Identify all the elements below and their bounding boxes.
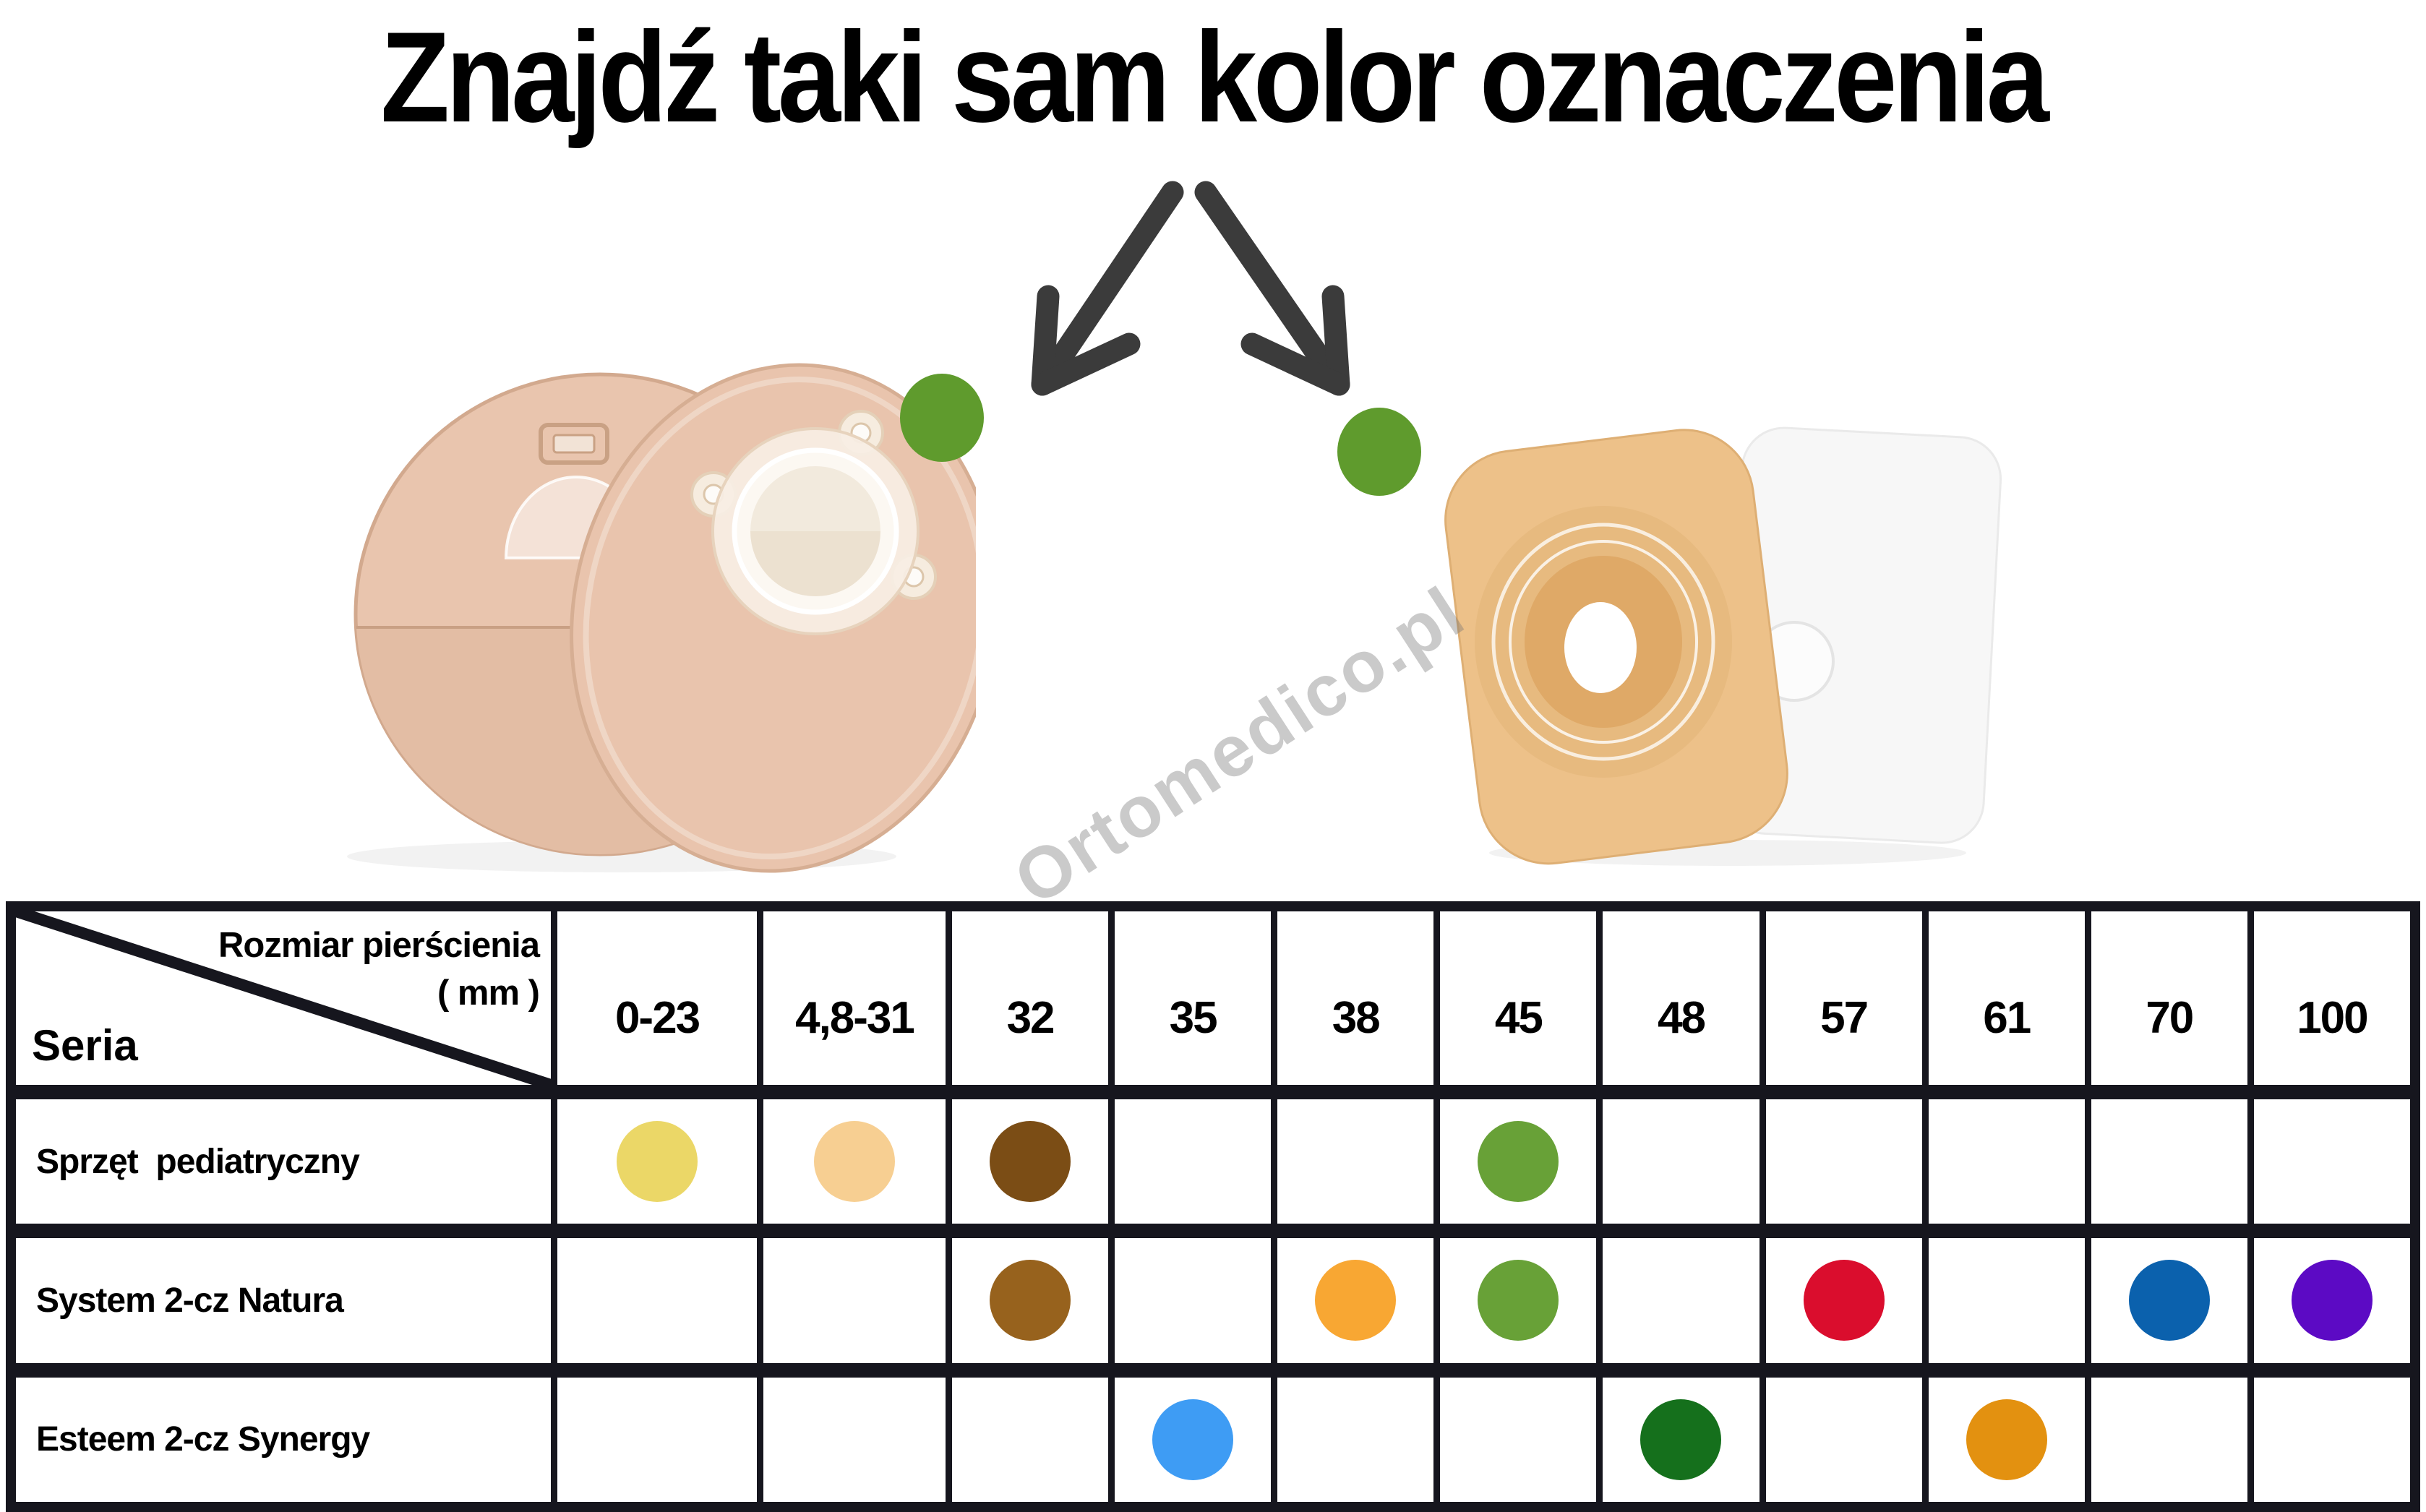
left-arrow-icon [1031, 181, 1184, 396]
pointer-arrows [1031, 181, 1350, 396]
table-cell [1603, 1238, 1760, 1363]
color-dot [1966, 1399, 2047, 1480]
table-corner-cell: Rozmiar pierścienia ( mm ) Seria [16, 911, 551, 1085]
table-cell [1440, 1377, 1597, 1502]
right-arrow-icon [1194, 181, 1350, 396]
table-cell [952, 1377, 1109, 1502]
table-cell [1928, 1377, 2085, 1502]
table-cell [2091, 1099, 2247, 1224]
row-label: Esteem 2-cz Synergy [16, 1377, 551, 1502]
column-header-32: 32 [952, 911, 1109, 1085]
table-cell [557, 1377, 757, 1502]
table-cell [952, 1238, 1109, 1363]
watermark-text: Ortomedico.pl [1000, 570, 1479, 922]
table-cell [2253, 1238, 2410, 1363]
color-dot [990, 1260, 1071, 1341]
pouch-filter-icon [539, 423, 609, 465]
column-header-70: 70 [2091, 911, 2247, 1085]
color-dot [2291, 1260, 2373, 1341]
color-dot [990, 1121, 1071, 1203]
table-cell [1928, 1238, 2085, 1363]
ostomy-pouches-image [347, 363, 976, 873]
table-cell [2253, 1377, 2410, 1502]
table-cell [1277, 1377, 1434, 1502]
row-label: Sprzęt pediatryczny [16, 1099, 551, 1224]
color-dot [1803, 1260, 1885, 1341]
table-cell [1115, 1238, 1272, 1363]
column-header-4,8-31: 4,8-31 [763, 911, 946, 1085]
column-header-45: 45 [1440, 911, 1597, 1085]
table-cell [557, 1238, 757, 1363]
column-header-35: 35 [1115, 911, 1272, 1085]
example-color-dot-left [900, 374, 984, 462]
page-title: Znajdź taki sam kolor oznaczenia [380, 5, 2049, 149]
column-header-100: 100 [2253, 911, 2410, 1085]
color-dot [617, 1121, 698, 1203]
size-color-table: Rozmiar pierścienia ( mm ) Seria 0-23 4,8… [6, 901, 2420, 1512]
table-cell [1440, 1099, 1597, 1224]
ostomy-baseplate-image [1444, 426, 2002, 866]
table-cell [763, 1377, 946, 1502]
column-header-0-23: 0-23 [557, 911, 757, 1085]
color-dot [2128, 1260, 2210, 1341]
table-cell [1277, 1099, 1434, 1224]
row-label: System 2-cz Natura [16, 1238, 551, 1363]
table-cell [1928, 1099, 2085, 1224]
table-cell [1603, 1099, 1760, 1224]
table-cell [2091, 1377, 2247, 1502]
table-cell [1765, 1238, 1922, 1363]
table-cell [1440, 1238, 1597, 1363]
table-cell [1603, 1377, 1760, 1502]
column-header-61: 61 [1928, 911, 2085, 1085]
table-cell [1765, 1099, 1922, 1224]
stoma-hole [1564, 602, 1637, 693]
table-cell [557, 1099, 757, 1224]
table-cell [763, 1099, 946, 1224]
color-dot [1478, 1121, 1559, 1203]
table-cell [1115, 1377, 1272, 1502]
corner-diagonal-line [16, 911, 551, 1085]
corner-label-rozmiar: Rozmiar pierścienia [218, 926, 540, 965]
column-header-48: 48 [1603, 911, 1760, 1085]
table-cell [763, 1238, 946, 1363]
corner-label-seria: Seria [32, 1021, 138, 1070]
table-cell [1765, 1377, 1922, 1502]
color-dot [1152, 1399, 1234, 1480]
color-dot [1478, 1260, 1559, 1341]
example-color-dot-right [1337, 408, 1421, 496]
color-dot [814, 1121, 895, 1203]
color-dot [1315, 1260, 1397, 1341]
table-cell [1115, 1099, 1272, 1224]
table-cell [2253, 1099, 2410, 1224]
color-dot [1640, 1399, 1722, 1480]
column-header-57: 57 [1765, 911, 1922, 1085]
column-header-38: 38 [1277, 911, 1434, 1085]
table-cell [952, 1099, 1109, 1224]
pouch-flange-ring [690, 410, 937, 635]
table-cell [1277, 1238, 1434, 1363]
corner-label-mm: ( mm ) [437, 974, 540, 1013]
table-cell [2091, 1238, 2247, 1363]
